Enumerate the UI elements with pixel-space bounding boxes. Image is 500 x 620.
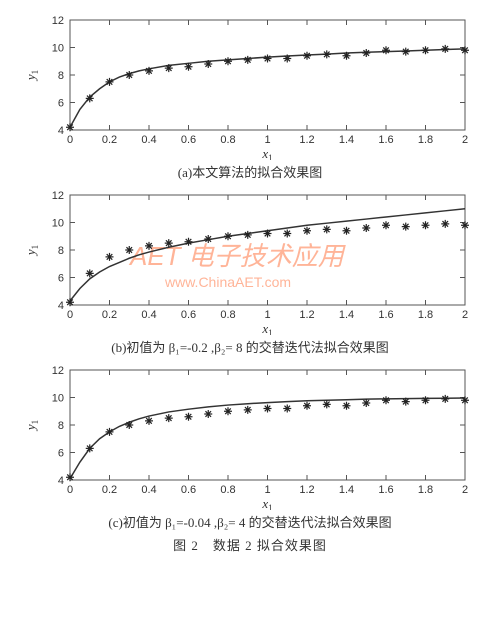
- svg-text:0.8: 0.8: [220, 484, 235, 496]
- svg-text:0.4: 0.4: [141, 484, 156, 496]
- svg-text:1.2: 1.2: [299, 484, 314, 496]
- chart-panel-b: 0 0.2 0.4 0.6 0.8 1 1.2 1.4 1.6 1.8 2 4 6 8 10 12 x1 y1 AE…: [5, 185, 495, 356]
- svg-text:1.8: 1.8: [418, 134, 433, 146]
- svg-text:0.8: 0.8: [220, 134, 235, 146]
- svg-text:12: 12: [52, 190, 64, 202]
- svg-text:0.2: 0.2: [102, 309, 117, 321]
- svg-text:x1: x1: [261, 321, 272, 335]
- scatter-points: [66, 45, 469, 131]
- chart-svg: 0 0.2 0.4 0.6 0.8 1 1.2 1.4 1.6 1.8 2 4 6 8 10 12 x1 y1 AE…: [15, 185, 485, 335]
- svg-text:1.6: 1.6: [378, 134, 393, 146]
- svg-text:6: 6: [58, 98, 64, 110]
- svg-text:2: 2: [462, 484, 468, 496]
- svg-text:1.4: 1.4: [339, 134, 354, 146]
- svg-text:0.6: 0.6: [181, 309, 196, 321]
- svg-text:6: 6: [58, 448, 64, 460]
- svg-text:1.6: 1.6: [378, 309, 393, 321]
- svg-text:8: 8: [58, 420, 64, 432]
- svg-text:0.4: 0.4: [141, 134, 156, 146]
- svg-text:1.4: 1.4: [339, 484, 354, 496]
- chart-panel-a: 0 0.2 0.4 0.6 0.8 1 1.2 1.4 1.6 1.8 2 4 6 8 10 12 x1 y1 (a…: [5, 10, 495, 181]
- svg-text:0: 0: [67, 309, 73, 321]
- svg-text:x1: x1: [261, 146, 272, 160]
- svg-text:0.2: 0.2: [102, 484, 117, 496]
- svg-text:y1: y1: [23, 245, 40, 257]
- svg-text:www.ChinaAET.com: www.ChinaAET.com: [164, 274, 291, 290]
- svg-text:0.6: 0.6: [181, 484, 196, 496]
- svg-text:6: 6: [58, 273, 64, 285]
- svg-text:0: 0: [67, 484, 73, 496]
- svg-text:0.4: 0.4: [141, 309, 156, 321]
- svg-text:AET 电子技术应用: AET 电子技术应用: [128, 241, 347, 271]
- chart-svg: 0 0.2 0.4 0.6 0.8 1 1.2 1.4 1.6 1.8 2 4 6 8 10 12 x1 y1: [15, 10, 485, 160]
- svg-text:10: 10: [52, 393, 64, 405]
- svg-text:1.2: 1.2: [299, 134, 314, 146]
- panel-caption: (a)本文算法的拟合效果图: [5, 162, 495, 181]
- chart-panel-c: 0 0.2 0.4 0.6 0.8 1 1.2 1.4 1.6 1.8 2 4 6 8 10 12 x1 y1 (c…: [5, 360, 495, 531]
- svg-text:0.8: 0.8: [220, 309, 235, 321]
- svg-text:0.2: 0.2: [102, 134, 117, 146]
- svg-text:10: 10: [52, 43, 64, 55]
- svg-text:1: 1: [264, 484, 270, 496]
- svg-text:8: 8: [58, 245, 64, 257]
- svg-text:y1: y1: [23, 420, 40, 432]
- svg-text:12: 12: [52, 365, 64, 377]
- chart-svg: 0 0.2 0.4 0.6 0.8 1 1.2 1.4 1.6 1.8 2 4 6 8 10 12 x1 y1: [15, 360, 485, 510]
- svg-text:1.8: 1.8: [418, 309, 433, 321]
- svg-text:4: 4: [58, 475, 64, 487]
- svg-text:10: 10: [52, 218, 64, 230]
- svg-text:1.4: 1.4: [339, 309, 354, 321]
- svg-text:12: 12: [52, 15, 64, 27]
- scatter-points: [66, 395, 469, 481]
- svg-text:y1: y1: [23, 70, 40, 82]
- figure-caption: 图 2 数据 2 拟合效果图: [5, 535, 495, 554]
- svg-text:1.6: 1.6: [378, 484, 393, 496]
- svg-text:1.8: 1.8: [418, 484, 433, 496]
- svg-text:1: 1: [264, 134, 270, 146]
- panel-caption: (b)初值为 β₁=-0.2 ,β₂= 8 的交替迭代法拟合效果图: [5, 337, 495, 356]
- panel-caption: (c)初值为 β₁=-0.04 ,β₂= 4 的交替迭代法拟合效果图: [5, 512, 495, 531]
- svg-text:2: 2: [462, 309, 468, 321]
- svg-text:0: 0: [67, 134, 73, 146]
- svg-text:x1: x1: [261, 496, 272, 510]
- svg-text:0.6: 0.6: [181, 134, 196, 146]
- svg-text:1: 1: [264, 309, 270, 321]
- watermark: AET 电子技术应用 www.ChinaAET.com: [128, 241, 347, 290]
- svg-text:2: 2: [462, 134, 468, 146]
- svg-text:4: 4: [58, 125, 64, 137]
- svg-text:8: 8: [58, 70, 64, 82]
- svg-text:4: 4: [58, 300, 64, 312]
- svg-text:1.2: 1.2: [299, 309, 314, 321]
